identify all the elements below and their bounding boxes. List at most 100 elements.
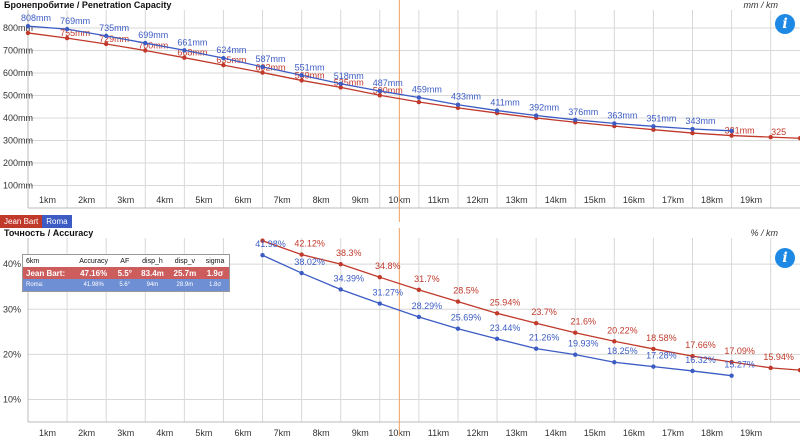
x-tick-label: 8km [313, 428, 330, 438]
y-tick-label: 700mm [3, 46, 33, 56]
data-label: 21.6% [570, 317, 596, 327]
data-label: 392mm [529, 103, 559, 113]
tooltip-cell: Roma: [23, 279, 74, 291]
data-point [690, 130, 695, 136]
x-tick-label: 8km [313, 195, 330, 205]
data-label: 551mm [295, 62, 325, 72]
data-label: 700mm [138, 41, 168, 51]
y-tick-label: 30% [3, 304, 21, 314]
data-label: 668mm [177, 48, 207, 58]
data-point [299, 73, 304, 78]
data-point [651, 127, 656, 132]
data-label: 15.94% [763, 352, 794, 362]
data-point [651, 124, 656, 129]
unit-label: mm / km [744, 0, 779, 10]
data-point [573, 330, 578, 335]
x-tick-label: 15km [584, 195, 606, 205]
data-label: 735mm [99, 23, 129, 33]
data-point [533, 113, 539, 118]
data-label: 624mm [216, 45, 246, 55]
data-label: 535mm [334, 77, 364, 87]
info-icon[interactable]: i [775, 248, 795, 268]
data-point [612, 339, 617, 344]
x-tick-label: 13km [506, 428, 528, 438]
data-label: 569mm [295, 70, 325, 80]
data-point [182, 55, 187, 60]
data-label: 518mm [334, 71, 364, 81]
data-label: 376mm [568, 107, 598, 117]
data-label: 41.98% [255, 239, 286, 249]
data-point [338, 287, 343, 292]
y-tick-label: 10% [3, 394, 21, 404]
data-label: 18.25% [607, 346, 638, 356]
x-tick-label: 18km [701, 428, 723, 438]
tooltip-cell: 41.98% [73, 279, 114, 291]
tooltip-header-row: 6km Accuracy AF disp_h disp_v sigma [23, 255, 229, 267]
data-point [455, 102, 461, 107]
x-tick-label: 12km [467, 428, 489, 438]
data-point [533, 321, 539, 326]
data-label: 500mm [373, 85, 403, 95]
x-tick-label: 14km [545, 428, 567, 438]
x-tick-label: 11km [428, 428, 449, 438]
legend-jean-bart[interactable]: Jean Bart [0, 215, 43, 228]
tooltip-header-cell: 6km [23, 255, 74, 267]
data-point [690, 126, 695, 132]
data-label: 325 [771, 127, 786, 137]
tooltip-header-cell: disp_h [136, 255, 169, 267]
x-tick-label: 7km [274, 428, 291, 438]
tooltip-header-cell: AF [113, 255, 137, 267]
data-label: 34.8% [375, 261, 401, 271]
data-point [455, 326, 461, 331]
data-label: 411mm [490, 98, 519, 108]
data-label: 587mm [256, 54, 286, 64]
x-tick-label: 6km [234, 195, 251, 205]
data-point [143, 40, 148, 46]
tooltip-cell: 47.16% [73, 267, 114, 279]
data-label: 31.7% [414, 274, 440, 284]
hover-tooltip: 6km Accuracy AF disp_h disp_v sigma Jean… [22, 254, 230, 292]
tooltip-header-cell: disp_v [168, 255, 202, 267]
x-tick-label: 17km [662, 428, 684, 438]
data-point [729, 359, 734, 365]
data-point [494, 311, 500, 316]
tooltip-cell: 25.7m [168, 267, 202, 279]
y-tick-label: 500mm [3, 91, 33, 101]
data-point [768, 365, 773, 371]
x-tick-label: 7km [274, 195, 291, 205]
data-point [494, 336, 500, 342]
data-point [729, 128, 734, 134]
data-point [729, 373, 734, 378]
data-label: 755mm [60, 28, 90, 38]
data-point [377, 93, 382, 98]
y-tick-label: 300mm [3, 136, 33, 146]
data-point [533, 346, 539, 351]
data-label: 38.3% [336, 248, 362, 258]
data-point [416, 314, 422, 320]
info-icon[interactable]: i [775, 14, 795, 34]
data-label: 21.26% [529, 333, 560, 343]
x-tick-label: 18km [701, 195, 723, 205]
y-tick-label: 400mm [3, 113, 33, 123]
data-label: 25.69% [451, 313, 482, 323]
data-point [64, 35, 70, 41]
x-tick-label: 12km [467, 195, 489, 205]
data-point [299, 78, 304, 83]
data-label: 602mm [256, 63, 286, 73]
data-point [377, 301, 382, 306]
data-point [260, 64, 265, 70]
y-tick-label: 100mm [3, 181, 33, 191]
x-tick-label: 4km [156, 195, 173, 205]
x-tick-label: 3km [117, 428, 134, 438]
data-point [103, 33, 109, 39]
data-label: 363mm [607, 110, 637, 120]
data-point [221, 55, 226, 61]
data-label: 15.27% [724, 360, 755, 370]
data-point [797, 136, 800, 141]
legend-roma[interactable]: Roma [42, 215, 72, 228]
data-label: 34.39% [333, 273, 364, 283]
data-point [25, 30, 31, 36]
chart-title: Бронепробитие / Penetration Capacity [4, 0, 171, 10]
data-point [338, 81, 343, 87]
data-label: 17.28% [646, 351, 677, 361]
